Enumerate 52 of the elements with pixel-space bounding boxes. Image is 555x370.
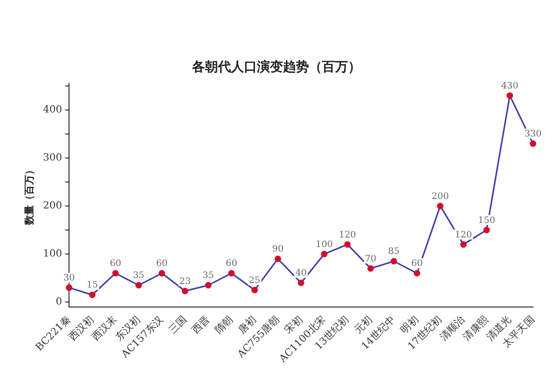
point <box>460 241 467 248</box>
point <box>112 270 119 276</box>
chart-title: 各朝代人口演变趋势（百万） <box>191 59 361 76</box>
data-label: 120 <box>338 230 356 240</box>
data-label: 35 <box>132 271 145 282</box>
y-tick-label: 400 <box>42 104 62 116</box>
data-label: 85 <box>388 247 400 258</box>
point <box>298 280 304 286</box>
x-tick-label: 西晋 <box>190 314 212 336</box>
data-label: 40 <box>295 268 308 279</box>
data-label: 60 <box>411 259 424 270</box>
point <box>89 292 96 298</box>
data-label: 430 <box>501 81 519 92</box>
y-tick-label: 300 <box>42 152 62 164</box>
point <box>205 282 212 289</box>
data-label: 120 <box>454 230 472 240</box>
point <box>228 270 235 276</box>
point <box>320 250 328 258</box>
point <box>251 286 258 294</box>
point <box>182 288 188 294</box>
point <box>66 284 72 291</box>
data-label: 200 <box>432 192 450 202</box>
point <box>344 241 351 248</box>
y-tick-label: 200 <box>42 200 62 212</box>
y-tick-label: 0 <box>56 296 62 308</box>
point <box>367 265 374 272</box>
data-label: 23 <box>179 276 192 287</box>
data-label: 35 <box>202 271 214 282</box>
data-label: 15 <box>86 280 98 291</box>
data-label: 25 <box>248 276 261 286</box>
data-label: 70 <box>364 254 377 264</box>
data-label: 150 <box>478 216 496 226</box>
point <box>530 140 536 147</box>
data-label: 330 <box>524 129 542 140</box>
point <box>483 226 490 234</box>
data-label: 90 <box>272 244 284 255</box>
data-label: 30 <box>63 274 76 284</box>
point <box>436 202 444 210</box>
data-label: 100 <box>316 240 334 250</box>
point <box>135 282 142 289</box>
y-tick-label: 100 <box>42 248 62 260</box>
point <box>158 270 166 276</box>
x-tick-label: 隋朝 <box>212 314 236 336</box>
data-label: 60 <box>156 259 168 270</box>
data-label: 60 <box>110 259 122 270</box>
x-tick-label: 三国 <box>167 314 190 336</box>
point <box>506 92 514 99</box>
point <box>274 256 282 262</box>
data-label: 60 <box>226 259 238 270</box>
point <box>414 270 420 276</box>
y-axis-title: 数量（百万） <box>24 165 36 226</box>
point <box>390 258 398 264</box>
